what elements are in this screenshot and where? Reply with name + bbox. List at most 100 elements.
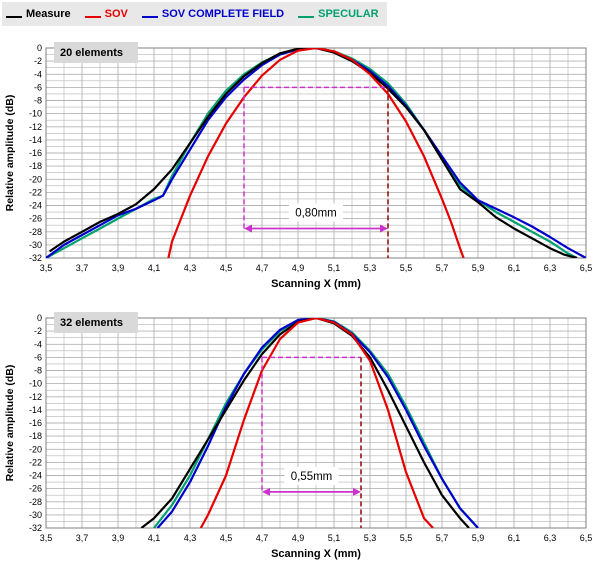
x-tick-label: 3,5	[40, 263, 53, 273]
annotation-arrowhead-left	[244, 224, 252, 233]
x-tick-label: 3,7	[76, 263, 89, 273]
annotation-width-label: 0,80mm	[295, 207, 337, 219]
legend-swatch-sov	[84, 16, 101, 18]
x-tick-label: 5,5	[400, 533, 413, 543]
x-tick-label: 5,9	[472, 263, 485, 273]
legend-item-sov-complete-field: SOV COMPLETE FIELD	[141, 8, 285, 20]
x-tick-label: 5,9	[472, 533, 485, 543]
series-line-sov	[167, 48, 465, 258]
x-tick-label: 3,7	[76, 533, 89, 543]
annotation-arrowhead-left	[262, 487, 270, 496]
legend-item-measure: Measure	[6, 8, 71, 20]
x-tick-label: 6,1	[508, 263, 521, 273]
series-line-sov-complete-field	[156, 318, 479, 528]
y-tick-label: -16	[29, 148, 42, 158]
legend-label-sov: SOV	[104, 8, 128, 20]
y-tick-label: -28	[29, 227, 42, 237]
x-tick-label: 4,5	[220, 533, 233, 543]
y-tick-label: -30	[29, 510, 42, 520]
x-tick-label: 6,1	[508, 533, 521, 543]
x-axis-label: Scanning X (mm)	[271, 548, 361, 560]
x-tick-label: 5,5	[400, 263, 413, 273]
x-tick-label: 4,1	[148, 263, 161, 273]
y-tick-label: -24	[29, 471, 42, 481]
y-tick-label: -10	[29, 379, 42, 389]
annotation-label-bg	[284, 466, 339, 485]
y-tick-label: -12	[29, 122, 42, 132]
panel-tag-label: 32 elements	[60, 317, 123, 329]
y-tick-label: -4	[34, 339, 42, 349]
y-tick-label: -12	[29, 392, 42, 402]
legend-label-sov-complete-field: SOV COMPLETE FIELD	[161, 8, 285, 20]
series-line-sov	[199, 318, 434, 528]
y-tick-label: -28	[29, 497, 42, 507]
x-tick-label: 6,5	[580, 263, 593, 273]
x-tick-label: 3,5	[40, 533, 53, 543]
chart-legend: Measure SOV SOV COMPLETE FIELD SPECULAR	[2, 2, 387, 26]
chart-panel-32-elements: 3,5 3,7 3,9 4,1 4,3 4,5 4,7 4,9 5,1 5,3 5,5 5,7 5,9 6…	[4, 312, 593, 560]
x-tick-label: 4,7	[256, 263, 269, 273]
y-tick-label: -8	[34, 366, 42, 376]
y-tick-label: -6	[34, 82, 42, 92]
y-tick-label: -20	[29, 444, 42, 454]
legend-item-sov: SOV	[84, 8, 128, 20]
y-tick-label: -32	[29, 523, 42, 533]
x-tick-label: 4,9	[292, 263, 305, 273]
panel-tag-bg	[54, 312, 138, 333]
y-tick-label: 0	[37, 43, 42, 53]
chart-panel-20-elements: 3,5 3,7 3,9 4,1 4,3 4,5 4,7 4,9 5,1 5,3 5,5 5,7 5,9 6…	[4, 42, 593, 290]
annotation-arrowhead-right	[380, 224, 388, 233]
x-tick-label: 4,3	[184, 533, 197, 543]
x-tick-label: 6,3	[544, 263, 557, 273]
panel-tag-bg	[54, 42, 138, 63]
y-tick-label: -4	[34, 69, 42, 79]
x-tick-label: 3,9	[112, 263, 125, 273]
y-tick-label: -2	[34, 56, 42, 66]
y-tick-label: -14	[29, 135, 42, 145]
y-tick-label: -2	[34, 326, 42, 336]
x-tick-label: 4,5	[220, 263, 233, 273]
y-axis-label: Relative amplitude (dB)	[4, 365, 16, 482]
x-axis-label: Scanning X (mm)	[271, 278, 361, 290]
x-tick-label: 5,3	[364, 533, 377, 543]
legend-swatch-sov-complete-field	[141, 16, 158, 18]
y-tick-label: -20	[29, 174, 42, 184]
y-tick-label: -10	[29, 109, 42, 119]
x-tick-label: 5,1	[328, 263, 341, 273]
y-tick-label: -22	[29, 187, 42, 197]
y-tick-label: 0	[37, 313, 42, 323]
y-tick-label: -18	[29, 431, 42, 441]
y-tick-label: -26	[29, 484, 42, 494]
x-tick-label: 5,1	[328, 533, 341, 543]
y-tick-label: -14	[29, 405, 42, 415]
y-tick-label: -16	[29, 418, 42, 428]
y-tick-label: -26	[29, 214, 42, 224]
legend-item-specular: SPECULAR	[298, 8, 379, 20]
x-tick-label: 6,5	[580, 533, 593, 543]
x-tick-label: 4,7	[256, 533, 269, 543]
y-tick-label: -8	[34, 96, 42, 106]
panel-tag-label: 20 elements	[60, 47, 123, 59]
y-tick-label: -24	[29, 201, 42, 211]
x-tick-label: 6,3	[544, 533, 557, 543]
legend-swatch-specular	[298, 16, 315, 18]
annotation-label-bg	[289, 203, 343, 222]
y-tick-label: -18	[29, 161, 42, 171]
legend-swatch-measure	[6, 16, 22, 18]
annotation-width-label: 0,55mm	[291, 471, 333, 483]
x-tick-label: 3,9	[112, 533, 125, 543]
x-tick-label: 4,1	[148, 533, 161, 543]
annotation-arrowhead-right	[353, 487, 361, 496]
x-tick-label: 5,7	[436, 533, 449, 543]
legend-label-specular: SPECULAR	[318, 8, 379, 20]
legend-label-measure: Measure	[26, 8, 71, 20]
x-tick-label: 4,3	[184, 263, 197, 273]
y-tick-label: -6	[34, 352, 42, 362]
x-tick-label: 5,7	[436, 263, 449, 273]
y-tick-label: -32	[29, 253, 42, 263]
y-tick-label: -22	[29, 457, 42, 467]
y-tick-label: -30	[29, 240, 42, 250]
series-line-measure	[48, 48, 578, 258]
x-tick-label: 5,3	[364, 263, 377, 273]
x-tick-label: 4,9	[292, 533, 305, 543]
